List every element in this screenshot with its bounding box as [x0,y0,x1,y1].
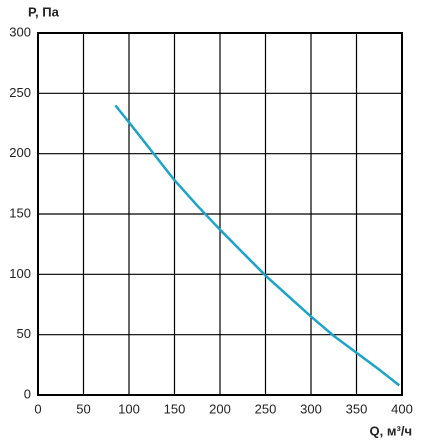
curve [114,104,401,387]
y-tick-label: 300 [9,24,31,39]
y-axis-label: P, Па [28,4,60,19]
x-axis-label: Q, м³/ч [370,423,412,438]
x-tick-label: 50 [76,401,90,416]
x-tick-label: 350 [346,401,368,416]
x-tick-label: 250 [255,401,277,416]
y-tick-label: 200 [9,145,31,160]
y-tick-label: 0 [24,386,31,401]
y-tick-label: 100 [9,266,31,281]
x-tick-label: 400 [391,401,413,416]
y-tick-label: 50 [17,326,31,341]
x-tick-label: 0 [34,401,41,416]
x-tick-label: 200 [209,401,231,416]
x-tick-label: 100 [118,401,140,416]
y-tick-label: 250 [9,85,31,100]
x-tick-label: 150 [164,401,186,416]
y-tick-label: 150 [9,205,31,220]
plot-border [37,32,403,396]
x-tick-label: 300 [300,401,322,416]
